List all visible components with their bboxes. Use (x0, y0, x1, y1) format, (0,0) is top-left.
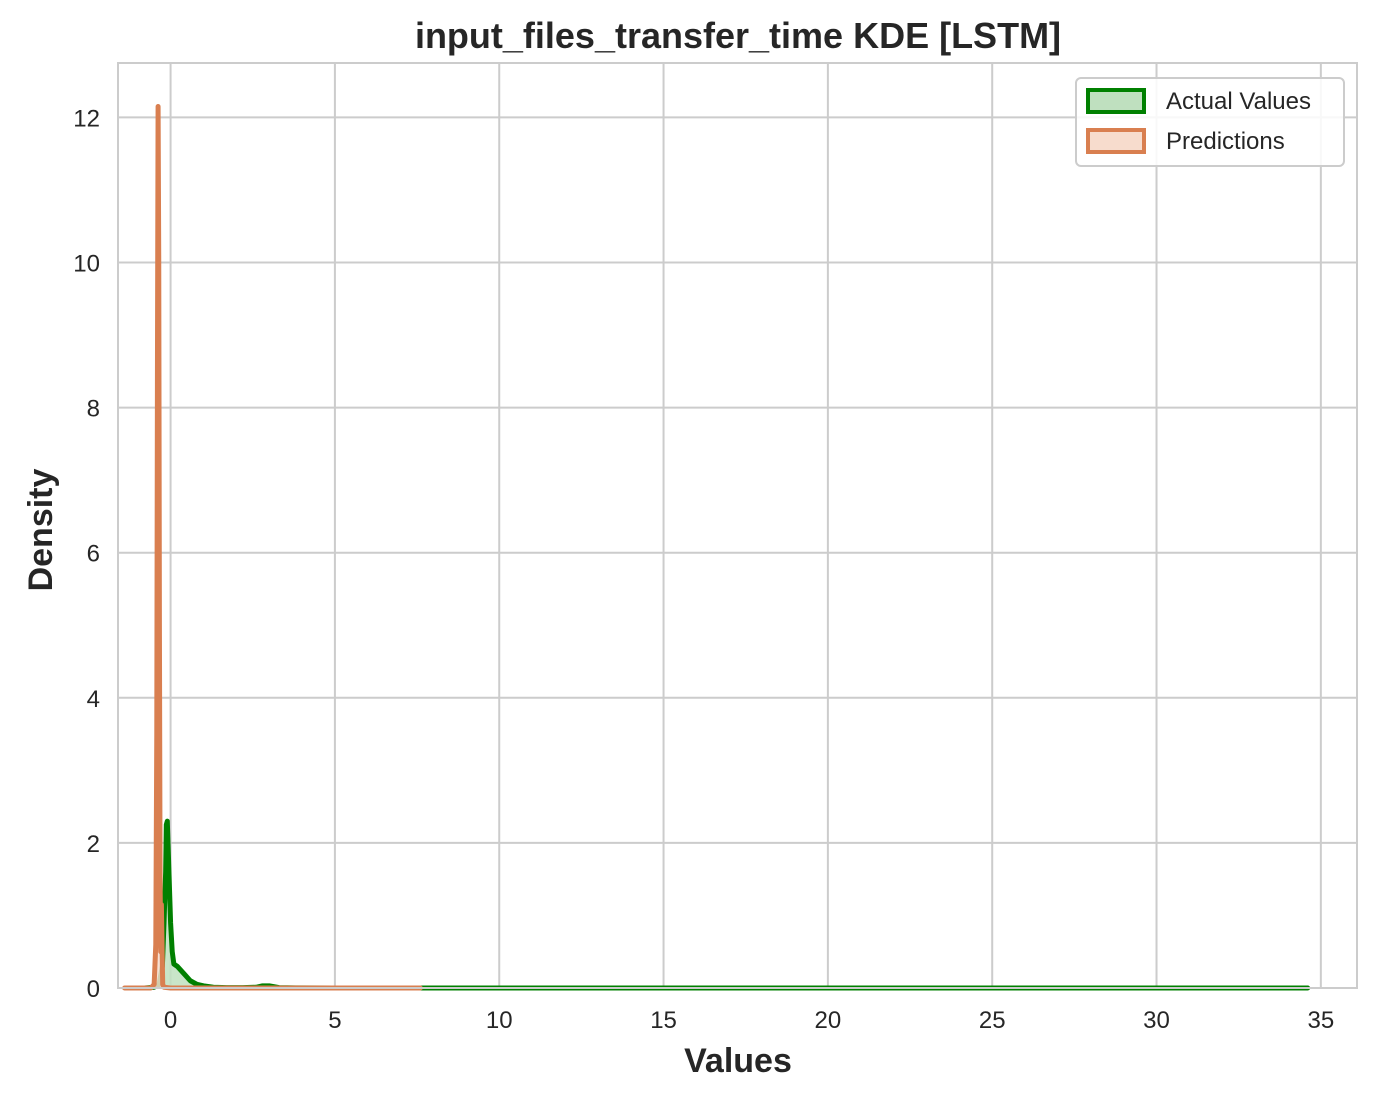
y-tick-label: 8 (87, 396, 100, 423)
chart-title: input_files_transfer_time KDE [LSTM] (415, 15, 1061, 56)
y-tick-label: 4 (87, 686, 100, 713)
y-tick-label: 2 (87, 831, 100, 858)
x-tick-label: 20 (815, 1007, 842, 1034)
legend: Actual Values Predictions (1075, 77, 1345, 167)
legend-swatch (1086, 128, 1146, 154)
y-axis-label: Density (22, 469, 60, 592)
x-tick-label: 10 (486, 1007, 513, 1034)
legend-swatch (1086, 88, 1146, 114)
y-tick-label: 12 (73, 105, 100, 132)
y-tick-label: 10 (73, 251, 100, 278)
legend-label: Actual Values (1166, 88, 1311, 115)
x-tick-label: 0 (164, 1007, 177, 1034)
x-tick-label: 25 (979, 1007, 1006, 1034)
x-tick-label: 30 (1143, 1007, 1170, 1034)
x-axis-label: Values (684, 1042, 792, 1080)
x-tick-label: 15 (650, 1007, 677, 1034)
y-tick-label: 6 (87, 541, 100, 568)
legend-label: Predictions (1166, 128, 1285, 155)
x-tick-label: 5 (328, 1007, 341, 1034)
y-tick-labels: 0 2 4 6 8 10 12 (73, 105, 100, 1003)
y-tick-label: 0 (87, 976, 100, 1003)
x-tick-labels: 0 5 10 15 20 25 30 35 (164, 1007, 1334, 1034)
x-tick-label: 35 (1307, 1007, 1334, 1034)
plot-frame (117, 62, 1358, 989)
